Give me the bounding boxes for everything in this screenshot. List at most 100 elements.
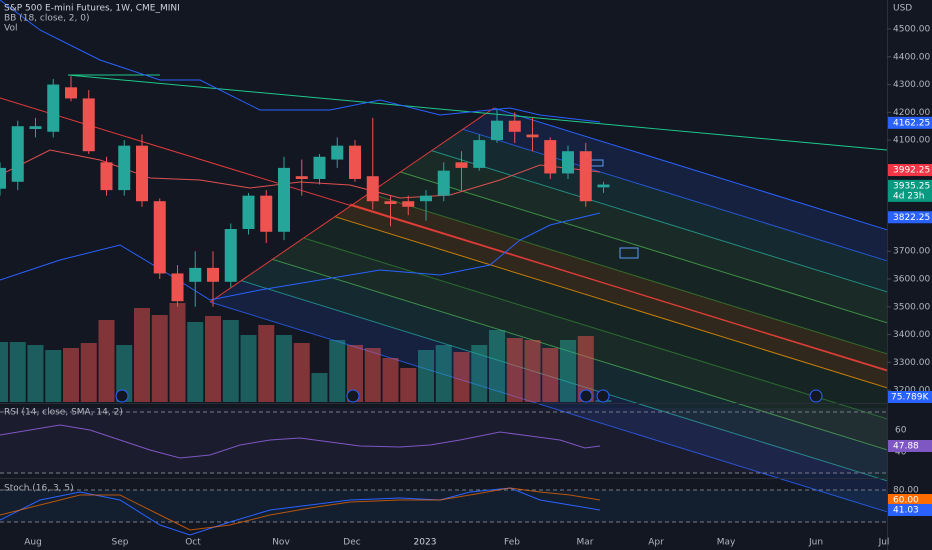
volume-bar [435,345,452,402]
candle-body [136,145,148,202]
volume-bar [382,358,399,402]
pitchfork-band [369,171,887,354]
volume-bar [542,348,559,402]
volume-bar [240,335,257,402]
volume-bar [222,320,239,402]
volume-bar [329,340,346,402]
box [619,247,639,259]
volume-bar [577,336,594,402]
price-tag [888,164,932,177]
rsi-tick-label: 40 [895,448,907,458]
candle-body [597,184,610,188]
volume-bar [311,373,328,402]
stoch-tag [888,504,932,516]
volume-bar [524,340,541,402]
pitchfork-band [462,107,887,261]
volume-bar [364,348,381,402]
volume-bar [276,335,292,402]
stoch-k [0,487,601,536]
candle-body [562,151,574,174]
event-icon [809,389,823,403]
volume-bar [9,342,26,402]
stoch-tag [888,494,932,506]
volume-bar [560,340,576,402]
rsi-line [0,424,601,459]
candle-body [313,156,326,179]
pane-title: RSI (14, close, SMA, 14, 2) [4,408,123,418]
price-tag-label: 4162.25 [893,118,930,128]
y-tick-label: 4100.00 [893,136,930,146]
volume-bar [453,352,470,402]
candle-body [207,267,219,282]
pitchfork-line [462,128,888,262]
pitchfork-band [334,204,888,388]
candle-body [278,167,290,232]
candle-body [420,195,432,202]
volume-bar [98,320,115,402]
y-tick-label: 3600.00 [893,275,930,285]
pane-title: Stoch (16, 3, 5) [4,484,74,494]
candle-body [366,176,379,202]
x-tick-label: Apr [648,538,664,548]
pitchfork-line [368,192,888,355]
candle-body [242,195,255,230]
rsi-tag-label: 47.88 [893,442,919,452]
event-icon [579,389,593,403]
candle-body [526,134,539,138]
event-icon [596,389,610,403]
volume-bar [134,308,150,402]
x-tick-label: Jun [808,538,823,548]
x-tick-label: Oct [185,538,201,548]
candle-body [579,151,592,202]
volume-bar [151,315,168,402]
candle-body [11,126,24,182]
candle-body [0,167,6,189]
pitchfork-band [352,193,887,371]
pitchfork-band [303,216,887,419]
volume-bar [400,368,417,402]
volume-bar [205,316,221,402]
currency: USD [893,4,912,14]
pitchfork-line [493,107,888,231]
candle-body [491,120,503,141]
x-tick-label: May [717,538,736,548]
x-tick-label: Aug [24,538,42,548]
volume-bar [116,345,133,402]
bb-upper [0,0,601,123]
x-tick-label: Nov [272,538,290,548]
volume-bar [27,345,44,402]
y-tick-label: 3400.00 [893,330,930,340]
rsi-band [0,408,887,474]
x-tick-label: Sep [112,538,129,548]
price-tag-label: 3822.25 [893,213,930,223]
stoch-tag-label: 41.03 [893,506,919,516]
price-tag [888,179,932,202]
pitchfork-band [400,150,887,323]
stoch-tag-label: 60.00 [893,496,919,506]
volume-bar [45,350,62,402]
event-icon [115,389,129,403]
candle-body [189,267,202,282]
rsi-tick-label: 60 [895,426,907,436]
volume-bar [169,303,186,402]
y-tick-label: 4200.00 [893,108,930,118]
pitchfork-line [400,171,888,324]
candle-body [473,140,486,168]
candle-body [171,273,184,302]
candle-body [508,120,521,132]
chart-title: S&P 500 E-mini Futures, 1W, CME_MINI [4,4,180,14]
y-tick-label: 3200.00 [893,386,930,396]
candle-body [65,87,77,99]
volume-bar [506,338,523,402]
candle-body [224,229,237,282]
pitchfork-line [431,150,888,293]
x-tick-label: Dec [343,538,360,548]
volume-bar [258,325,275,402]
trend-line [67,74,888,151]
rsi-tag [888,440,932,452]
y-tick-label: 4400.00 [893,52,930,62]
candle-body [153,201,166,274]
volume-bar [347,345,363,402]
candle-body [260,195,273,232]
